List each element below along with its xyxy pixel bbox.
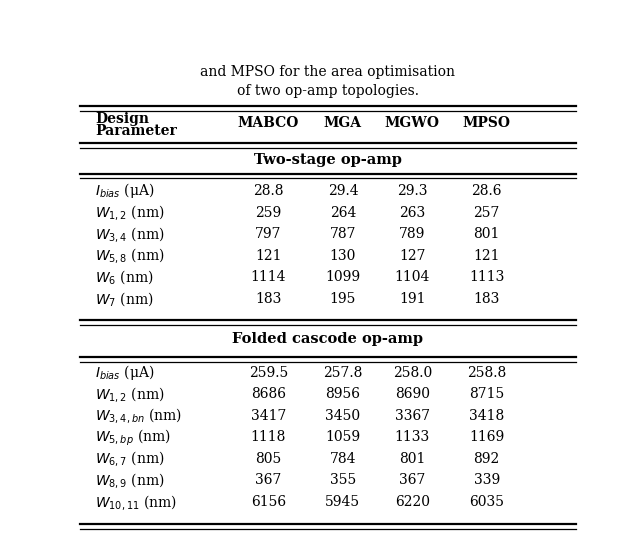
Text: 367: 367: [399, 474, 426, 487]
Text: $\mathit{I}_{bias}$ (μA): $\mathit{I}_{bias}$ (μA): [95, 182, 154, 200]
Text: 1169: 1169: [469, 431, 504, 444]
Text: MABCO: MABCO: [238, 116, 299, 130]
Text: 6220: 6220: [395, 495, 430, 509]
Text: $\mathit{W}_{6}$ (nm): $\mathit{W}_{6}$ (nm): [95, 268, 154, 286]
Text: 6156: 6156: [251, 495, 286, 509]
Text: $\mathit{W}_{7}$ (nm): $\mathit{W}_{7}$ (nm): [95, 290, 154, 307]
Text: 355: 355: [330, 474, 356, 487]
Text: Design: Design: [95, 112, 149, 126]
Text: 264: 264: [330, 205, 356, 220]
Text: 191: 191: [399, 292, 426, 306]
Text: 127: 127: [399, 248, 426, 263]
Text: Folded cascode op-amp: Folded cascode op-amp: [232, 332, 424, 346]
Text: $\mathit{W}_{3,4,bn}$ (nm): $\mathit{W}_{3,4,bn}$ (nm): [95, 406, 182, 426]
Text: $\mathit{W}_{3,4}$ (nm): $\mathit{W}_{3,4}$ (nm): [95, 225, 164, 243]
Text: 787: 787: [330, 227, 356, 241]
Text: 29.3: 29.3: [397, 184, 428, 198]
Text: 6035: 6035: [469, 495, 504, 509]
Text: 130: 130: [330, 248, 356, 263]
Text: 28.8: 28.8: [253, 184, 284, 198]
Text: $\mathit{W}_{8,9}$ (nm): $\mathit{W}_{8,9}$ (nm): [95, 471, 164, 490]
Text: 29.4: 29.4: [328, 184, 358, 198]
Text: 3367: 3367: [395, 409, 430, 423]
Text: $\mathit{W}_{5,8}$ (nm): $\mathit{W}_{5,8}$ (nm): [95, 246, 164, 265]
Text: 183: 183: [255, 292, 282, 306]
Text: Two-stage op-amp: Two-stage op-amp: [254, 153, 402, 167]
Text: 121: 121: [255, 248, 282, 263]
Text: 367: 367: [255, 474, 282, 487]
Text: 8715: 8715: [469, 388, 504, 401]
Text: 3417: 3417: [251, 409, 286, 423]
Text: MPSO: MPSO: [463, 116, 511, 130]
Text: 257.8: 257.8: [323, 365, 363, 380]
Text: 195: 195: [330, 292, 356, 306]
Text: 1114: 1114: [251, 270, 286, 284]
Text: $\mathit{W}_{5,bp}$ (nm): $\mathit{W}_{5,bp}$ (nm): [95, 427, 171, 448]
Text: $\mathit{W}_{6,7}$ (nm): $\mathit{W}_{6,7}$ (nm): [95, 449, 164, 469]
Text: 183: 183: [474, 292, 500, 306]
Text: $\mathit{W}_{1,2}$ (nm): $\mathit{W}_{1,2}$ (nm): [95, 385, 164, 404]
Text: 784: 784: [330, 452, 356, 466]
Text: 797: 797: [255, 227, 282, 241]
Text: and MPSO for the area optimisation: and MPSO for the area optimisation: [200, 65, 456, 79]
Text: 892: 892: [474, 452, 500, 466]
Text: $\mathit{I}_{bias}$ (μA): $\mathit{I}_{bias}$ (μA): [95, 363, 154, 382]
Text: 789: 789: [399, 227, 426, 241]
Text: 1099: 1099: [325, 270, 360, 284]
Text: 258.8: 258.8: [467, 365, 506, 380]
Text: $\mathit{W}_{10,11}$ (nm): $\mathit{W}_{10,11}$ (nm): [95, 492, 177, 512]
Text: 1133: 1133: [395, 431, 430, 444]
Text: 8690: 8690: [395, 388, 430, 401]
Text: 8956: 8956: [325, 388, 360, 401]
Text: 805: 805: [255, 452, 282, 466]
Text: 1059: 1059: [325, 431, 360, 444]
Text: 801: 801: [399, 452, 426, 466]
Text: MGA: MGA: [324, 116, 362, 130]
Text: 259: 259: [255, 205, 282, 220]
Text: 1104: 1104: [395, 270, 430, 284]
Text: 121: 121: [474, 248, 500, 263]
Text: 339: 339: [474, 474, 500, 487]
Text: 801: 801: [474, 227, 500, 241]
Text: 263: 263: [399, 205, 426, 220]
Text: 8686: 8686: [251, 388, 286, 401]
Text: 3418: 3418: [469, 409, 504, 423]
Text: 1113: 1113: [469, 270, 504, 284]
Text: Parameter: Parameter: [95, 124, 177, 138]
Text: 258.0: 258.0: [393, 365, 432, 380]
Text: 257: 257: [474, 205, 500, 220]
Text: 5945: 5945: [325, 495, 360, 509]
Text: 1118: 1118: [251, 431, 286, 444]
Text: of two op-amp topologies.: of two op-amp topologies.: [237, 84, 419, 98]
Text: MGWO: MGWO: [385, 116, 440, 130]
Text: $\mathit{W}_{1,2}$ (nm): $\mathit{W}_{1,2}$ (nm): [95, 203, 164, 222]
Text: 3450: 3450: [325, 409, 360, 423]
Text: 259.5: 259.5: [249, 365, 288, 380]
Text: 28.6: 28.6: [472, 184, 502, 198]
